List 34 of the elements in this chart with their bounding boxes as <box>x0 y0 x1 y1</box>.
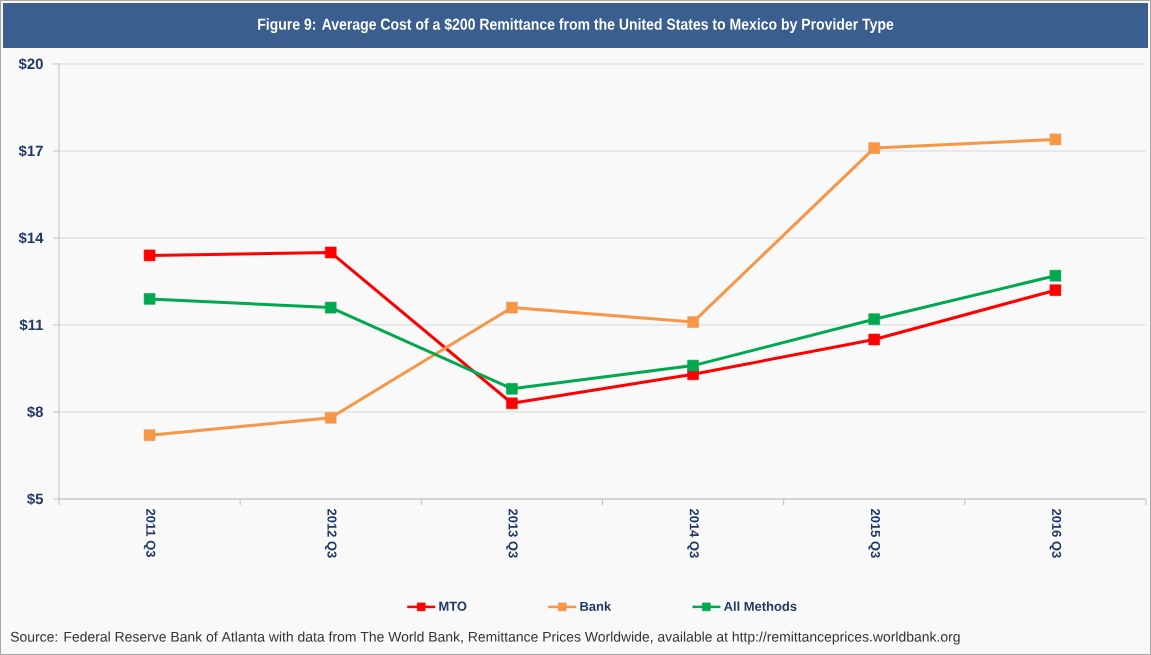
point <box>687 316 699 328</box>
point <box>506 397 518 410</box>
legend-label: MTO <box>439 601 467 611</box>
x-tick-label: 2014 Q3 <box>687 508 699 558</box>
y-tick-label: $20 <box>18 57 43 71</box>
x-tick-label: 2015 Q3 <box>868 508 881 558</box>
point <box>324 246 337 259</box>
y-tick-label: $14 <box>18 231 44 245</box>
y-tick-label: $11 <box>19 318 44 332</box>
point <box>1049 133 1062 146</box>
chart-title: Figure 9: Average Cost of a $200 Remittance from the United States to Mexico by Provider Type <box>258 17 894 34</box>
point <box>1049 269 1062 282</box>
point <box>324 301 337 314</box>
x-tick-label: 2012 Q3 <box>324 508 337 558</box>
point <box>143 429 156 441</box>
source-note: Source: Federal Reserve Bank of Atlanta with data from The World Bank, Remittance Prices Worldwide, available at http://remittanceprices.worldbank.org <box>10 631 960 645</box>
point <box>324 412 337 424</box>
point <box>868 313 880 325</box>
legend-label: Bank <box>580 601 612 611</box>
legend-label: All Methods <box>723 601 797 611</box>
point <box>868 333 880 346</box>
y-tick-label: $8 <box>27 405 44 419</box>
point <box>868 142 880 154</box>
y-tick-label: $5 <box>27 492 44 506</box>
x-tick-label: 2016 Q3 <box>1049 508 1062 558</box>
x-tick-label: 2011 Q3 <box>143 508 156 558</box>
point <box>143 293 156 305</box>
point <box>687 359 699 372</box>
point <box>1049 284 1062 296</box>
point <box>506 301 518 314</box>
y-tick-label: $17 <box>18 144 43 158</box>
x-tick-label: 2013 Q3 <box>506 508 518 558</box>
point <box>143 249 156 262</box>
point <box>506 383 518 395</box>
